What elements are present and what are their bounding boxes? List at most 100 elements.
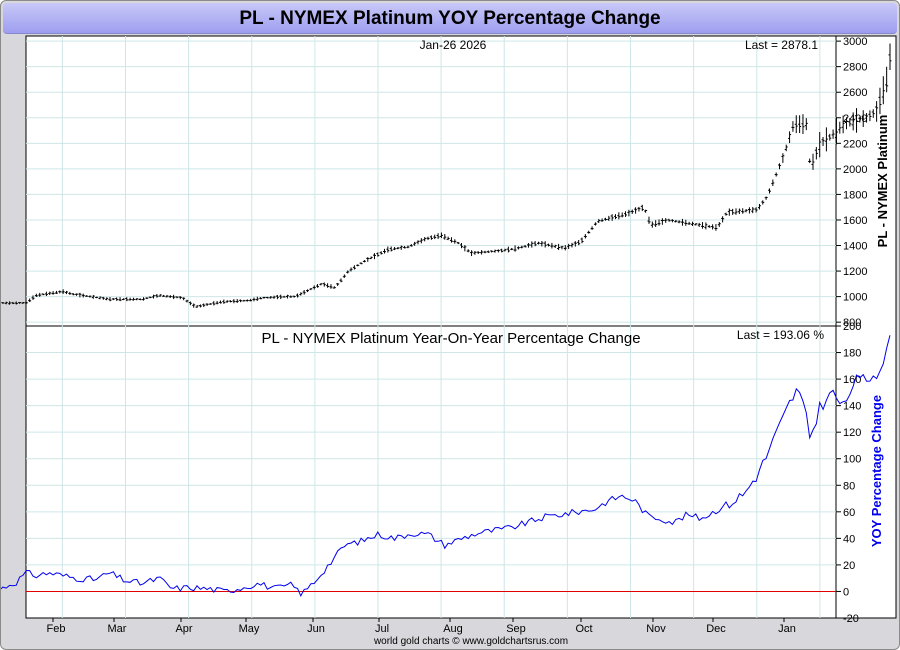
ohlc-bar: [704, 222, 708, 230]
ohlc-bar: [41, 293, 45, 296]
yoy-y-tick-label: 40: [843, 533, 855, 545]
ohlc-bar: [456, 241, 460, 245]
ohlc-bar: [205, 303, 209, 306]
ohlc-bar: [506, 246, 510, 253]
ohlc-bar: [54, 290, 58, 294]
ohlc-bar: [567, 243, 571, 250]
price-y-tick-label: 1000: [843, 292, 867, 304]
x-tick-label: Nov: [646, 623, 666, 635]
ohlc-bar: [731, 208, 735, 215]
ohlc-bar: [396, 246, 400, 250]
ohlc-bar: [51, 291, 55, 295]
ohlc-bar: [316, 284, 320, 288]
ohlc-bar: [1, 302, 5, 304]
ohlc-bar: [640, 204, 644, 212]
ohlc-bar: [858, 116, 862, 123]
ohlc-bar: [875, 101, 879, 122]
ohlc-bar: [212, 301, 216, 306]
ohlc-bar: [771, 179, 775, 187]
ohlc-bar: [784, 144, 788, 152]
ohlc-bar: [767, 188, 771, 194]
price-y-tick-label: 1400: [843, 241, 867, 253]
ohlc-bar: [265, 296, 269, 299]
ohlc-bar: [526, 243, 530, 248]
ohlc-bar: [570, 242, 574, 248]
ohlc-bar: [249, 298, 253, 302]
ohlc-bar: [794, 115, 798, 134]
ohlc-bar: [630, 209, 634, 214]
yoy-y-tick-label: -20: [843, 613, 859, 625]
ohlc-bar: [680, 218, 684, 226]
ohlc-bar: [808, 158, 812, 164]
price-y-tick-label: 1200: [843, 266, 867, 278]
x-tick-label: May: [239, 623, 260, 635]
ohlc-bar: [8, 301, 12, 305]
x-tick-label: Jun: [307, 623, 325, 635]
x-tick-label: Feb: [47, 623, 66, 635]
ohlc-bar: [868, 110, 872, 122]
ohlc-bar: [650, 221, 654, 228]
ohlc-bar: [372, 253, 376, 260]
ohlc-bar: [473, 250, 477, 255]
ohlc-bar: [125, 297, 129, 302]
ohlc-bar: [285, 294, 289, 299]
ohlc-bar: [687, 221, 691, 225]
ohlc-bar: [587, 230, 591, 234]
price-y-tick-label: 2600: [843, 87, 867, 99]
ohlc-bar: [513, 245, 517, 252]
ohlc-bar: [306, 289, 310, 293]
price-panel: [25, 35, 837, 327]
ohlc-bar: [500, 248, 504, 253]
ohlc-bar: [362, 260, 366, 263]
title-bar: PL - NYMEX Platinum YOY Percentage Chang…: [3, 3, 897, 34]
ohlc-bar: [389, 246, 393, 252]
ohlc-bar: [476, 251, 480, 254]
yoy-line: [1, 335, 891, 598]
ohlc-bar: [617, 212, 621, 220]
axis-panel: [835, 35, 897, 619]
ohlc-bar: [208, 303, 212, 305]
ohlc-bar: [814, 147, 818, 160]
ohlc-bar: [734, 208, 738, 215]
ohlc-bar: [148, 296, 152, 299]
ohlc-bar: [155, 293, 159, 298]
ohlc-bar: [61, 289, 65, 294]
ohlc-bar: [537, 241, 541, 245]
ohlc-bar: [657, 219, 661, 226]
yoy-y-axis-label: YOY Percentage Change: [869, 395, 884, 547]
ohlc-bar: [202, 303, 206, 308]
price-y-tick-label: 3000: [843, 36, 867, 48]
ohlc-bar: [188, 301, 192, 306]
yoy-y-tick-label: 120: [843, 427, 861, 439]
ohlc-bar: [449, 237, 453, 243]
ohlc-bar: [346, 270, 350, 274]
ohlc-bar: [429, 235, 433, 240]
ohlc-bar: [573, 241, 577, 247]
ohlc-bar: [466, 249, 470, 253]
price-bars: [1, 43, 892, 308]
ohlc-bar: [637, 206, 641, 212]
ohlc-bar: [798, 115, 802, 134]
ohlc-bar: [64, 290, 68, 295]
ohlc-bar: [292, 295, 296, 298]
ohlc-bar: [841, 115, 845, 134]
ohlc-bar: [761, 200, 765, 205]
ohlc-bar: [523, 244, 527, 248]
ohlc-bar: [319, 283, 323, 286]
ohlc-bar: [78, 292, 82, 298]
ohlc-bar: [583, 234, 587, 239]
yoy-y-tick-label: 140: [843, 401, 861, 413]
yoy-subtitle: PL - NYMEX Platinum Year-On-Year Percent…: [261, 330, 640, 347]
ohlc-bar: [81, 293, 85, 298]
ohlc-bar: [232, 299, 236, 304]
ohlc-bar: [463, 245, 467, 252]
ohlc-bar: [684, 219, 688, 226]
ohlc-bar: [757, 203, 761, 210]
ohlc-bar: [443, 234, 447, 240]
ohlc-bar: [516, 246, 520, 250]
x-tick-label: Jan: [778, 623, 796, 635]
ohlc-bar: [349, 267, 353, 272]
ohlc-bar: [885, 66, 889, 93]
ohlc-bar: [547, 243, 551, 247]
ohlc-bar: [259, 297, 263, 300]
